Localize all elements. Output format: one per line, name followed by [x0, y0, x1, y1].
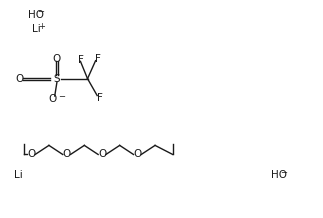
Text: O: O [98, 150, 106, 160]
Text: +: + [39, 22, 46, 31]
Text: F: F [95, 54, 101, 63]
Text: F: F [78, 55, 83, 65]
Text: HO: HO [28, 10, 44, 20]
Text: −: − [37, 7, 44, 16]
Text: O: O [15, 74, 24, 84]
Text: O: O [53, 54, 61, 64]
Text: O: O [49, 94, 57, 104]
Text: HO: HO [271, 170, 287, 180]
Text: F: F [97, 93, 103, 103]
Text: Li: Li [32, 24, 41, 34]
Text: O: O [27, 150, 36, 160]
Text: O: O [133, 150, 141, 160]
Text: Li: Li [14, 170, 22, 180]
Text: −: − [58, 92, 65, 101]
Text: O: O [62, 150, 71, 160]
Text: −: − [280, 168, 287, 177]
Text: S: S [54, 74, 60, 84]
